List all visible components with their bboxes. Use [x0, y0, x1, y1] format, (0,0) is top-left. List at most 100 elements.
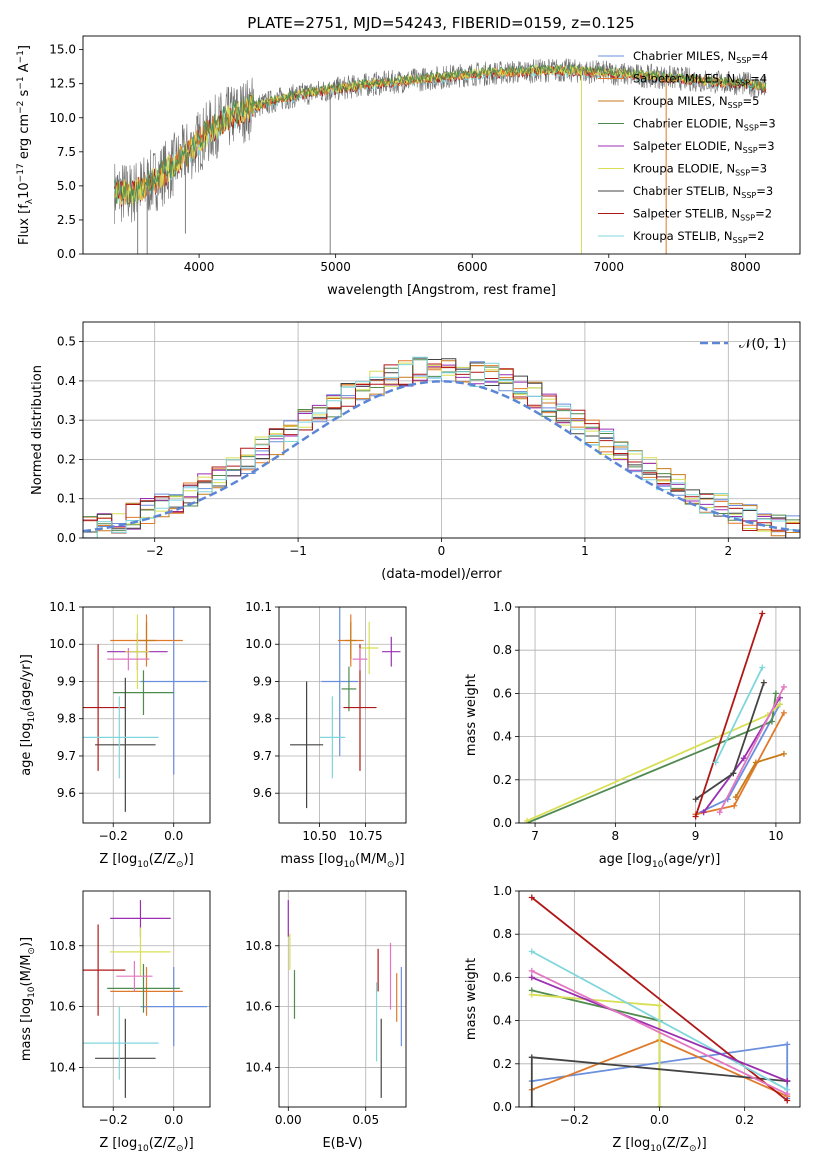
weight-series-line — [694, 613, 764, 817]
label-part: )] — [394, 852, 404, 867]
weight-point-marker — [784, 1041, 791, 1048]
age-vs-metallicity-panel: −0.2 0.09.69.79.89.910.010.1Z [log10(Z/Z⊙… — [19, 600, 211, 870]
x-tick-label: 6000 — [457, 260, 488, 274]
y-tick-label: 10.0 — [49, 111, 76, 125]
axes-frame — [518, 606, 801, 824]
label-part: (Z/Z — [149, 1136, 176, 1151]
axes-frame — [82, 321, 801, 539]
y-tick-label: 0.0 — [493, 816, 512, 830]
plot-area — [83, 356, 800, 538]
y-tick-label: 0.0 — [57, 247, 76, 261]
x-tick-label: 2 — [724, 544, 732, 558]
label-part: )] — [697, 1136, 707, 1151]
weight-point-marker — [528, 894, 535, 901]
y-axis-label: mass [log10(M/M⊙)] — [19, 937, 37, 1061]
legend-value: =3 — [756, 184, 773, 198]
label-part: Z [log — [99, 852, 137, 867]
legend-subscript: SSP — [744, 124, 759, 133]
y-tick-label: 0.5 — [57, 335, 76, 349]
label-part: A — [17, 63, 32, 76]
spectrum-panel: 4000 5000 6000 7000 8000 0.0 2.5 5.0 7.5 10.0 12.5… — [16, 35, 801, 298]
weight-point-marker — [760, 679, 767, 686]
plot-area — [114, 57, 767, 254]
label-part: ⊙ — [387, 860, 395, 870]
label-part: −1 — [16, 76, 26, 89]
y-axis-label: age [log10(age/yr)] — [19, 654, 37, 776]
label-part: 10 — [27, 711, 37, 723]
weight-point-marker — [656, 1002, 663, 1009]
legend-subscript: SSP — [735, 79, 750, 88]
y-tick-label: 1.0 — [493, 884, 512, 898]
y-tick-label: 0.4 — [57, 374, 76, 388]
y-tick-label: 9.7 — [253, 749, 272, 763]
label-part: ⊙ — [27, 947, 37, 955]
x-tick-label: 1 — [581, 544, 589, 558]
label-part: (age/yr)] — [19, 654, 34, 711]
label-part: )] — [184, 852, 194, 867]
y-tick-label: 12.5 — [49, 77, 76, 91]
weight-point-marker — [528, 948, 535, 955]
weight-point-marker — [784, 1078, 791, 1085]
weight-point-marker — [716, 809, 723, 816]
y-tick-label: 0.0 — [57, 531, 76, 545]
legend-entry: Kroupa MILES, NSSP=5 — [633, 94, 759, 110]
x-tick-label: 8 — [612, 829, 620, 843]
y-tick-label: 9.9 — [57, 674, 76, 688]
label-part: (age/yr)] — [663, 852, 720, 867]
y-tick-label: 10.0 — [49, 637, 76, 651]
y-tick-label: 0.0 — [493, 1100, 512, 1114]
y-tick-label: 9.8 — [57, 712, 76, 726]
x-axis-label: wavelength [Angstrom, rest frame] — [327, 283, 556, 298]
label-part: 10 — [137, 1144, 149, 1154]
y-tick-label: 10.6 — [49, 1000, 76, 1014]
y-tick-label: 10.1 — [245, 600, 272, 614]
y-tick-label: 0.4 — [493, 730, 512, 744]
legend-text: Kroupa MILES, N — [633, 94, 728, 108]
axes-frame — [278, 606, 407, 824]
x-axis-label: (data-model)/error — [381, 567, 502, 582]
x-tick-label: −0.2 — [99, 829, 128, 843]
label-part: (M/M — [19, 955, 34, 987]
y-tick-label: 10.8 — [49, 939, 76, 953]
label-part: (M/M — [355, 852, 387, 867]
legend-text: Kroupa ELODIE, N — [633, 162, 735, 176]
weight-point-marker — [528, 974, 535, 981]
y-tick-label: 7.5 — [57, 145, 76, 159]
legend-entry: Chabrier STELIB, NSSP=3 — [633, 184, 773, 200]
plot-area — [290, 607, 401, 809]
y-tick-label: 0.1 — [57, 492, 76, 506]
weight-series-line — [531, 976, 788, 1082]
legend-entry: 𝒩(0, 1) — [739, 337, 786, 352]
label-part: age [log — [599, 852, 652, 867]
y-tick-label: 5.0 — [57, 179, 76, 193]
plot-area — [524, 610, 787, 823]
legend-text: Chabrier ELODIE, N — [633, 117, 744, 131]
label-part: 10 — [137, 860, 149, 870]
label-part: age [log — [19, 723, 34, 776]
label-part: )] — [184, 1136, 194, 1151]
weight-point-marker — [732, 794, 739, 801]
label-part: ] — [17, 45, 32, 50]
legend-entry: Chabrier MILES, NSSP=4 — [633, 49, 768, 65]
y-tick-label: 0.3 — [57, 413, 76, 427]
x-tick-label: 8000 — [730, 260, 761, 274]
mass-vs-metallicity-panel: −0.2 0.010.410.610.8Z [log10(Z/Z⊙)]mass [… — [19, 890, 211, 1154]
weight-point-marker — [528, 1104, 535, 1107]
legend-entry: Salpeter STELIB, NSSP=2 — [633, 207, 772, 223]
y-tick-label: 1.0 — [493, 600, 512, 614]
legend-value: =5 — [743, 94, 760, 108]
y-tick-label: 0.2 — [57, 452, 76, 466]
weight-point-marker — [759, 664, 766, 671]
y-tick-label: 10.4 — [245, 1060, 272, 1074]
label-part: erg cm — [17, 114, 32, 163]
y-tick-label: 0.8 — [493, 643, 512, 657]
label-part: λ — [25, 198, 35, 204]
weight-point-marker — [740, 755, 747, 762]
weight-point-marker — [752, 759, 759, 766]
weight-point-marker — [528, 1054, 535, 1061]
legend-value: =3 — [758, 139, 775, 153]
model-spectrum — [114, 63, 767, 206]
y-tick-label: 10.6 — [245, 1000, 272, 1014]
label-part: 10 — [27, 986, 37, 998]
